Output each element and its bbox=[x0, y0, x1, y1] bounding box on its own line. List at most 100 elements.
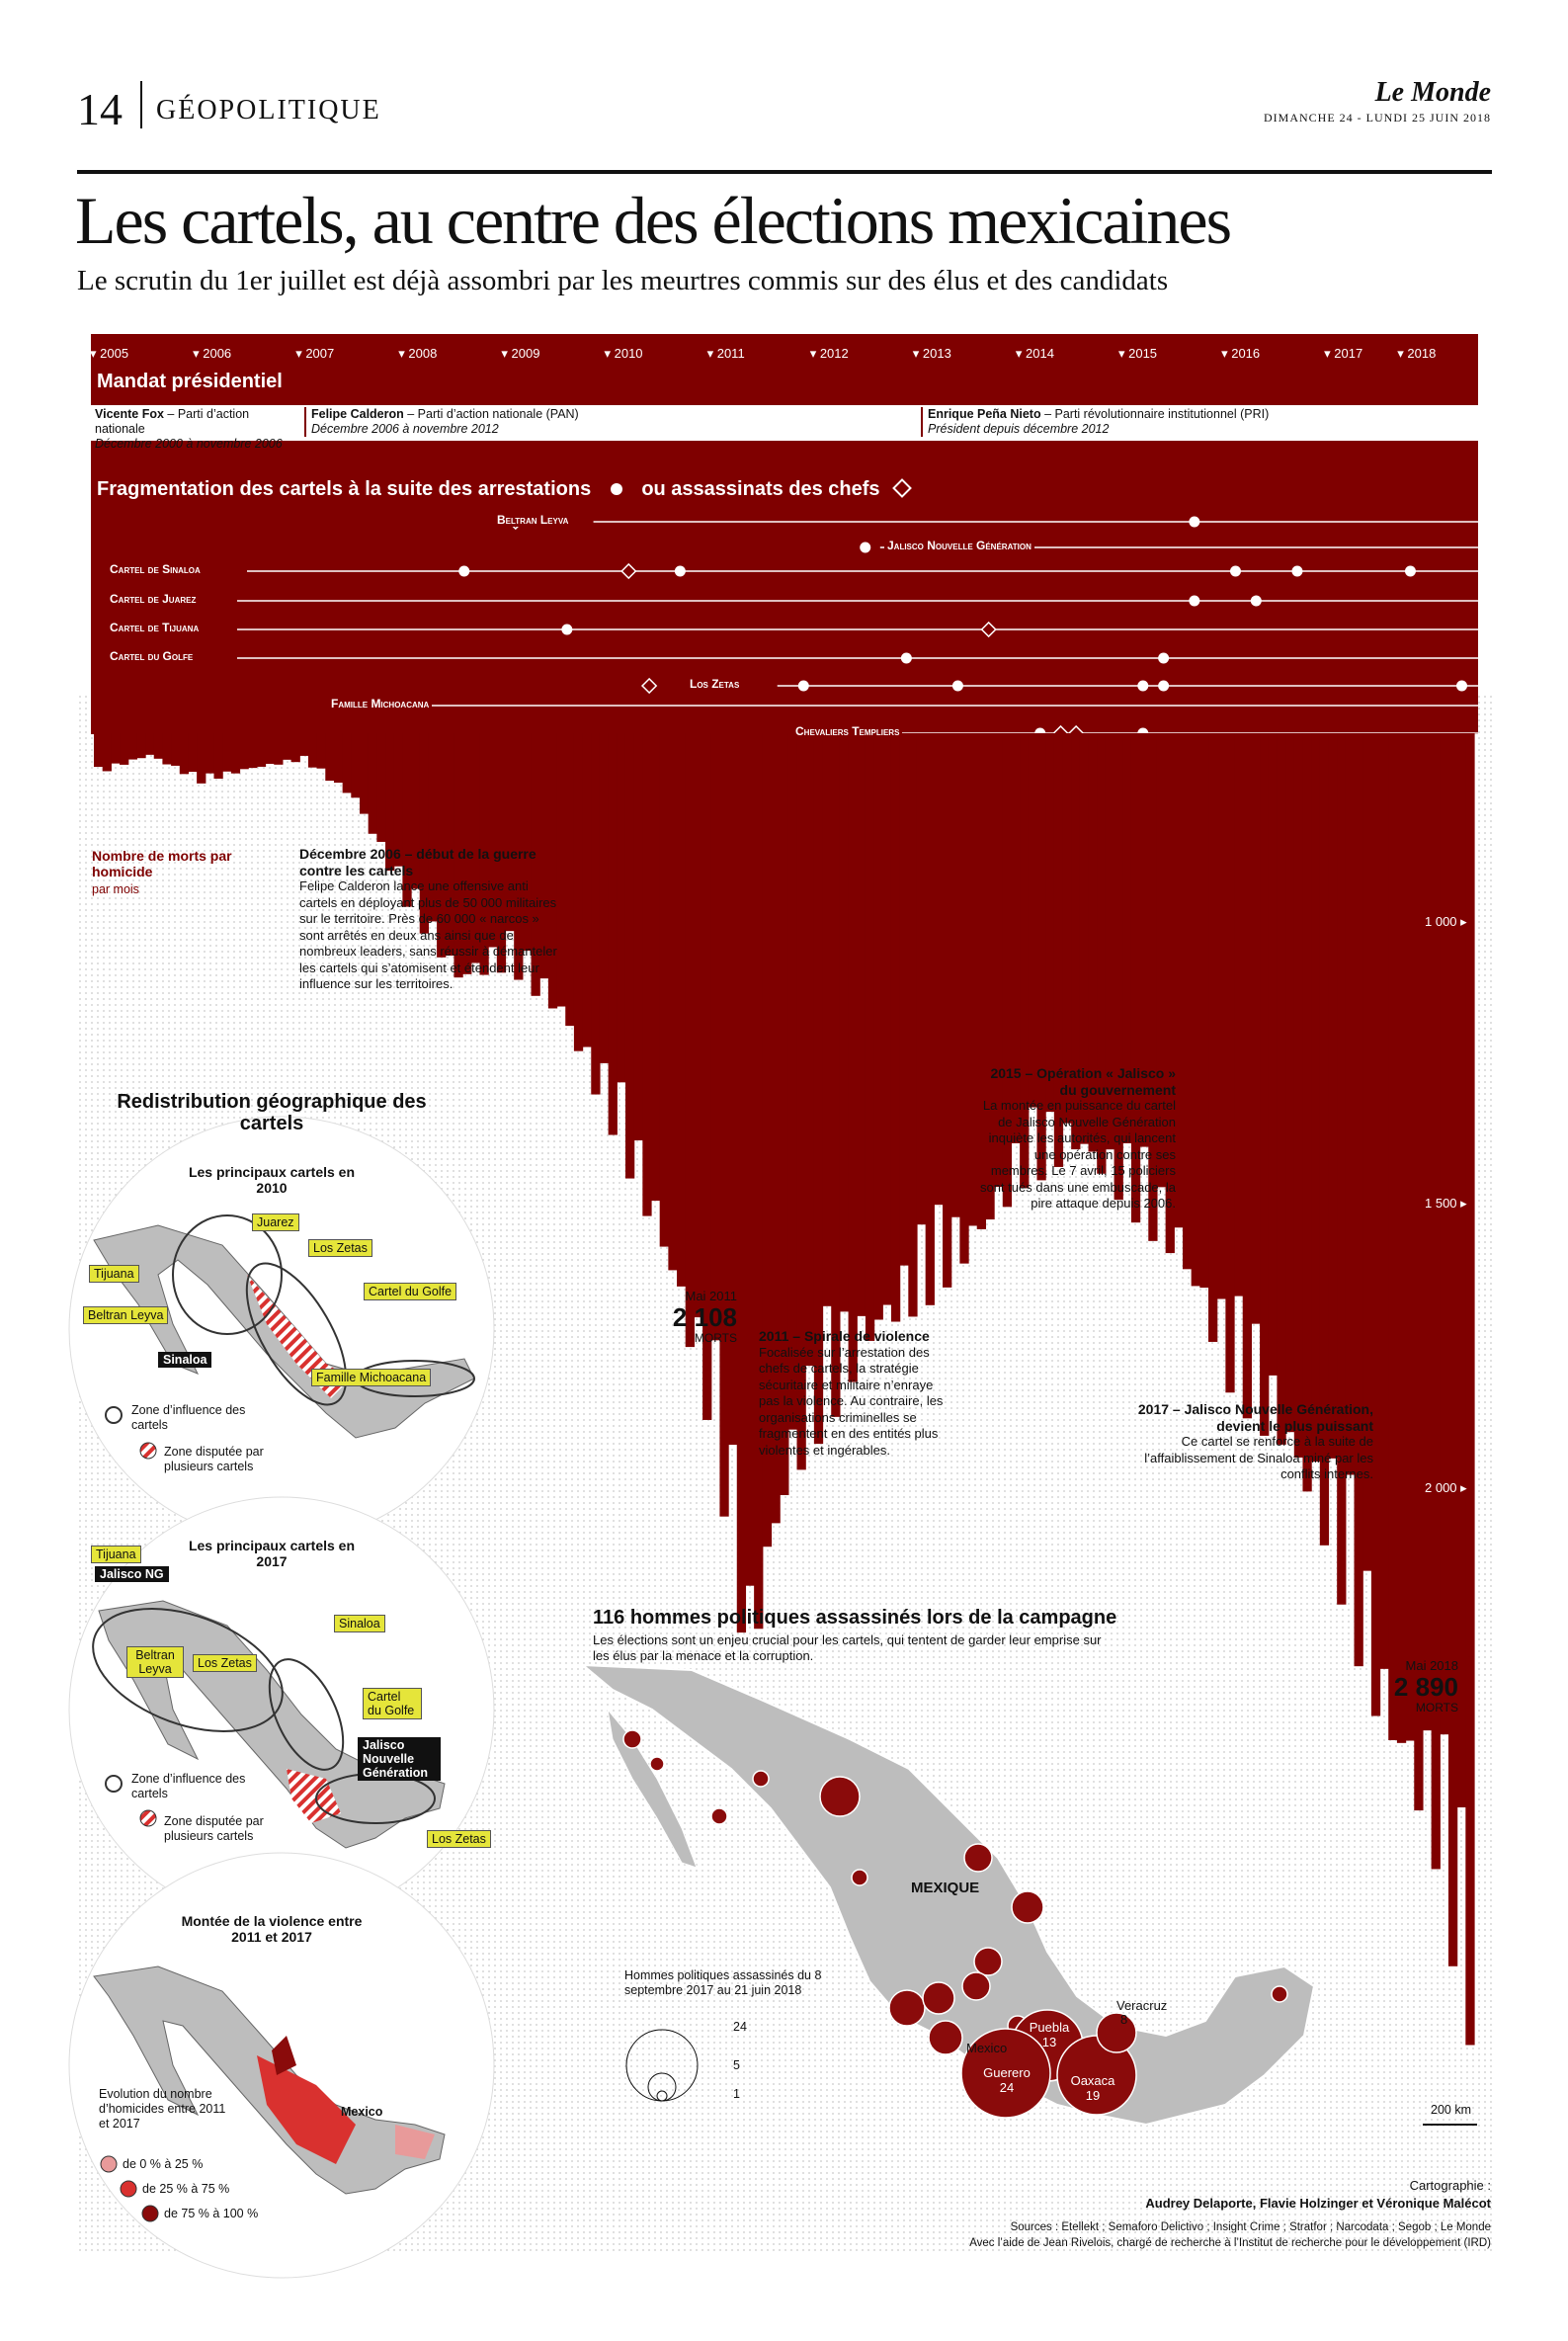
homicide-bar bbox=[496, 733, 507, 973]
year-label: ▾ 2006 bbox=[193, 346, 232, 361]
arrest-marker bbox=[1456, 680, 1468, 692]
homicide-bar bbox=[908, 733, 918, 1317]
homicide-bar bbox=[1396, 733, 1407, 1743]
homicide-bar bbox=[411, 733, 421, 889]
year-label: ▾ 2013 bbox=[912, 346, 951, 361]
homicide-bar bbox=[153, 733, 164, 759]
homicide-bar bbox=[248, 733, 258, 769]
homicide-bar bbox=[179, 733, 190, 775]
legend-influence-2010: Zone d’influence des cartels bbox=[131, 1403, 246, 1432]
politician-bubble bbox=[928, 2020, 963, 2055]
arrest-marker bbox=[458, 565, 470, 577]
homicide-bar bbox=[1440, 733, 1449, 1735]
homicide-bar bbox=[274, 733, 284, 765]
assassination-marker bbox=[640, 677, 658, 695]
homicide-bar bbox=[325, 733, 335, 782]
arrest-marker bbox=[674, 565, 686, 577]
mexico-politicians-map bbox=[580, 1663, 1477, 2127]
year-label: ▾ 2008 bbox=[398, 346, 438, 361]
year-label: ▾ 2010 bbox=[604, 346, 643, 361]
cartel-label: Cartel du Golfe bbox=[107, 649, 197, 663]
violence-bin-mid: de 25 % à 75 % bbox=[142, 2182, 230, 2196]
assassination-marker bbox=[980, 621, 997, 638]
annotation-title: 2015 – Opération « Jalisco » du gouverne… bbox=[990, 1065, 1176, 1098]
y-tick-label: 2 000 ▸ bbox=[1425, 1480, 1467, 1495]
homicide-bar bbox=[368, 733, 377, 834]
y-tick-label: 1 000 ▸ bbox=[1425, 914, 1467, 929]
homicide-bar bbox=[1260, 733, 1270, 1436]
homicide-bar bbox=[359, 733, 370, 814]
politician-bubble bbox=[1271, 1985, 1288, 2003]
homicide-bar bbox=[197, 733, 206, 784]
year-label: ▾ 2015 bbox=[1117, 346, 1158, 361]
homicide-bar bbox=[1354, 733, 1363, 1667]
homicide-bar bbox=[582, 733, 592, 1047]
label-beltran-leyva-2017: Beltran Leyva bbox=[126, 1646, 184, 1678]
homicide-bar-peak bbox=[1468, 733, 1474, 1657]
homicide-bar bbox=[488, 733, 498, 948]
fragmentation-title: Fragmentation des cartels à la suite des… bbox=[97, 478, 913, 501]
year-label: ▾ 2018 bbox=[1397, 346, 1437, 361]
homicide-bar bbox=[299, 733, 309, 756]
homicide-bar bbox=[710, 733, 721, 1341]
year-label: ▾ 2014 bbox=[1015, 346, 1054, 361]
state-oaxaca: Oaxaca 19 bbox=[1067, 2073, 1118, 2103]
politician-bubble bbox=[622, 1729, 642, 1749]
violence-title: Montée de la violence entre 2011 et 2017 bbox=[181, 1913, 363, 1945]
state-name: Oaxaca bbox=[1070, 2073, 1115, 2088]
state-count: 13 bbox=[1041, 2035, 1057, 2049]
homicide-bar bbox=[1011, 733, 1021, 1143]
arrest-marker bbox=[1189, 595, 1200, 607]
homicide-bar bbox=[479, 733, 489, 975]
homicide-bar bbox=[1079, 733, 1090, 1144]
annotation-body: Felipe Calderon lance une offensive anti… bbox=[299, 878, 557, 991]
president-name: Enrique Peña Nieto bbox=[928, 407, 1041, 421]
homicide-bar bbox=[351, 733, 361, 798]
disputed-legend-icon bbox=[139, 1442, 157, 1460]
homicide-bar bbox=[822, 733, 832, 1306]
cartel-label: Cartel de Sinaloa bbox=[107, 562, 204, 576]
credits-sources: Sources : Etellekt ; Semaforo Delictivo … bbox=[1010, 2221, 1491, 2233]
homicide-bar bbox=[617, 733, 626, 1083]
arrest-marker bbox=[1229, 565, 1241, 577]
annotation-body: Focalisée sur l’arrestation des chefs de… bbox=[759, 1344, 944, 1458]
homicide-area bbox=[94, 733, 1475, 2046]
homicide-bar bbox=[736, 733, 747, 1633]
homicide-bar bbox=[1045, 733, 1055, 1113]
homicide-bar bbox=[376, 733, 386, 842]
violence-legend-swatch bbox=[100, 2155, 118, 2173]
country-label: MEXIQUE bbox=[911, 1880, 980, 1896]
assassination-icon bbox=[892, 478, 913, 498]
violence-bin-low: de 0 % à 25 % bbox=[123, 2157, 204, 2171]
homicide-bar bbox=[188, 733, 198, 773]
homicide-bar bbox=[1405, 733, 1415, 1741]
homicide-bar bbox=[556, 733, 566, 1007]
politicians-body: Les élections sont un enjeu crucial pour… bbox=[593, 1632, 1102, 1663]
legend-disputed-2010: Zone disputée par plusieurs cartels bbox=[164, 1445, 264, 1473]
homicide-bar bbox=[1251, 733, 1261, 1324]
homicide-bar bbox=[728, 733, 738, 1446]
homicide-bar bbox=[547, 733, 558, 1009]
homicide-bar bbox=[171, 733, 181, 766]
homicide-bar bbox=[342, 733, 352, 794]
homicide-bar bbox=[1311, 733, 1321, 1463]
homicide-bar bbox=[1242, 733, 1252, 1419]
politician-bubble bbox=[960, 2028, 1051, 2119]
homicide-bar bbox=[1139, 733, 1149, 1147]
homicide-bar bbox=[1130, 733, 1141, 1223]
homicide-bar bbox=[659, 733, 669, 1247]
homicide-bar bbox=[1097, 733, 1107, 1174]
year-label: ▾ 2012 bbox=[809, 346, 849, 361]
annotation-2017: 2017 – Jalisco Nouvelle Génération, devi… bbox=[1116, 1401, 1373, 1483]
callout-label: Mai 2011 bbox=[685, 1289, 737, 1303]
homicide-bar bbox=[1319, 733, 1330, 1546]
homicide-bar bbox=[1174, 733, 1184, 1228]
homicide-bar bbox=[222, 733, 232, 772]
arrest-marker bbox=[561, 624, 573, 635]
cartel-label: Los Zetas bbox=[687, 677, 743, 691]
homicide-bar bbox=[719, 733, 729, 1517]
callout-2018: Mai 2018 2 890 MORTS bbox=[1363, 1658, 1458, 1714]
credits-help: Avec l’aide de Jean Rivelois, chargé de … bbox=[969, 2237, 1491, 2249]
homicide-bar bbox=[1199, 733, 1209, 1289]
